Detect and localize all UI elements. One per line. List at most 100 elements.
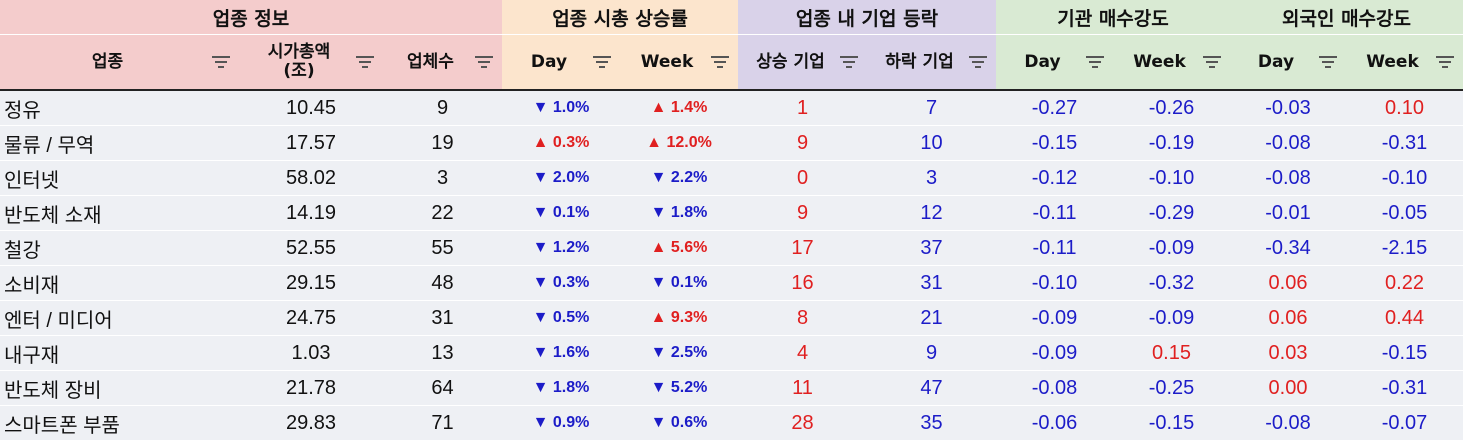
sector-name-cell: 물류 / 무역	[0, 125, 239, 161]
col-market-cap-label: 시가총액 (조)	[268, 43, 331, 81]
frgn-day-strength-cell: -0.08	[1230, 160, 1346, 196]
frgn-week-strength-cell: 0.44	[1346, 300, 1463, 336]
table-row[interactable]: 정유 10.45 9 ▼ 1.0% ▲ 1.4% 1 7 -0.27 -0.26 -0.03 0.1…	[0, 90, 1463, 126]
company-count-cell: 71	[383, 405, 502, 441]
table-row[interactable]: 반도체 소재 14.19 22 ▼ 0.1% ▼ 1.8% 9 12 -0.11 -0.29 -0…	[0, 195, 1463, 231]
table-row[interactable]: 물류 / 무역 17.57 19 ▲ 0.3% ▲ 12.0% 9 10 -0.15 -0.19…	[0, 125, 1463, 161]
frgn-week-strength-cell: -0.10	[1346, 160, 1463, 196]
falling-count-cell: 47	[867, 370, 996, 406]
cap-week-change-cell: ▼ 2.5%	[620, 335, 738, 371]
frgn-day-strength-cell: 0.06	[1230, 265, 1346, 301]
header-text: 시가총액	[267, 42, 331, 62]
sector-name-cell: 철강	[0, 230, 239, 266]
inst-day-strength-cell: -0.27	[996, 90, 1113, 126]
market-cap-cell: 14.19	[239, 195, 383, 231]
cap-day-change-cell: ▼ 1.8%	[502, 370, 620, 406]
table-row[interactable]: 철강 52.55 55 ▼ 1.2% ▲ 5.6% 17 37 -0.11 -0.09 -0.34…	[0, 230, 1463, 266]
cap-day-change-cell: ▼ 0.1%	[502, 195, 620, 231]
cap-week-change-cell: ▼ 5.2%	[620, 370, 738, 406]
column-header-row: 업종 시가총액 (조) 업체수 Day Week 상승 기업 하락 기업 Day Week Day W…	[0, 34, 1463, 91]
table-row[interactable]: 스마트폰 부품 29.83 71 ▼ 0.9% ▼ 0.6% 28 35 -0.06 -0.15…	[0, 405, 1463, 441]
table-row[interactable]: 반도체 장비 21.78 64 ▼ 1.8% ▼ 5.2% 11 47 -0.08 -0.25 0…	[0, 370, 1463, 406]
company-count-cell: 31	[383, 300, 502, 336]
filter-icon[interactable]	[1085, 55, 1105, 69]
sector-name-cell: 반도체 장비	[0, 370, 239, 406]
filter-icon[interactable]	[592, 55, 612, 69]
cap-day-change-cell: ▼ 0.9%	[502, 405, 620, 441]
market-cap-cell: 24.75	[239, 300, 383, 336]
table-row[interactable]: 소비재 29.15 48 ▼ 0.3% ▼ 0.1% 16 31 -0.10 -0.32 0.06…	[0, 265, 1463, 301]
filter-icon[interactable]	[839, 55, 859, 69]
table-row[interactable]: 엔터 / 미디어 24.75 31 ▼ 0.5% ▲ 9.3% 8 21 -0.09 -0.09…	[0, 300, 1463, 336]
rising-count-cell: 11	[738, 370, 867, 406]
table-body: 정유 10.45 9 ▼ 1.0% ▲ 1.4% 1 7 -0.27 -0.26 -0.03 0.1…	[0, 90, 1463, 441]
col-falling-header: 하락 기업	[867, 34, 996, 91]
sector-name-cell: 반도체 소재	[0, 195, 239, 231]
col-cap-week-header: Week	[620, 34, 738, 91]
cap-week-change-cell: ▼ 0.6%	[620, 405, 738, 441]
filter-icon[interactable]	[211, 55, 231, 69]
col-frgn-day-header: Day	[1230, 34, 1346, 91]
cap-day-change-cell: ▲ 0.3%	[502, 125, 620, 161]
cap-week-change-cell: ▼ 2.2%	[620, 160, 738, 196]
header-text: Day	[530, 51, 568, 72]
filter-icon[interactable]	[474, 55, 494, 69]
group-sector-info: 업종 정보	[0, 0, 502, 35]
table-row[interactable]: 내구재 1.03 13 ▼ 1.6% ▼ 2.5% 4 9 -0.09 0.15 0.03 -0.1…	[0, 335, 1463, 371]
cap-week-change-cell: ▲ 5.6%	[620, 230, 738, 266]
sector-name-cell: 엔터 / 미디어	[0, 300, 239, 336]
frgn-day-strength-cell: 0.06	[1230, 300, 1346, 336]
frgn-day-strength-cell: 0.00	[1230, 370, 1346, 406]
frgn-week-strength-cell: -0.31	[1346, 125, 1463, 161]
col-frgn-week-label: Week	[1366, 51, 1419, 72]
company-count-cell: 64	[383, 370, 502, 406]
group-company-updown: 업종 내 기업 등락	[738, 0, 996, 35]
header-text: Day	[1024, 51, 1061, 72]
sector-name-cell: 정유	[0, 90, 239, 126]
inst-week-strength-cell: -0.25	[1113, 370, 1230, 406]
header-text: Week	[1133, 51, 1186, 72]
market-cap-cell: 58.02	[239, 160, 383, 196]
col-cap-week-label: Week	[641, 52, 694, 72]
header-text: Week	[1366, 51, 1419, 72]
filter-icon[interactable]	[1318, 55, 1338, 69]
sector-name-cell: 스마트폰 부품	[0, 405, 239, 441]
falling-count-cell: 37	[867, 230, 996, 266]
cap-week-change-cell: ▲ 12.0%	[620, 125, 738, 161]
falling-count-cell: 3	[867, 160, 996, 196]
inst-day-strength-cell: -0.08	[996, 370, 1113, 406]
company-count-cell: 19	[383, 125, 502, 161]
filter-icon[interactable]	[710, 55, 730, 69]
company-count-cell: 9	[383, 90, 502, 126]
col-rising-header: 상승 기업	[738, 34, 867, 91]
col-cap-day-header: Day	[502, 34, 620, 91]
col-market-cap-header: 시가총액 (조)	[239, 34, 383, 91]
header-text: 하락 기업	[885, 51, 954, 72]
cap-day-change-cell: ▼ 1.0%	[502, 90, 620, 126]
filter-icon[interactable]	[355, 55, 375, 69]
frgn-day-strength-cell: -0.08	[1230, 125, 1346, 161]
rising-count-cell: 28	[738, 405, 867, 441]
filter-icon[interactable]	[1435, 55, 1455, 69]
col-frgn-week-header: Week	[1346, 34, 1463, 91]
frgn-week-strength-cell: -0.31	[1346, 370, 1463, 406]
col-company-count-label: 업체수	[407, 52, 454, 72]
inst-week-strength-cell: -0.19	[1113, 125, 1230, 161]
market-cap-cell: 29.83	[239, 405, 383, 441]
table-row[interactable]: 인터넷 58.02 3 ▼ 2.0% ▼ 2.2% 0 3 -0.12 -0.10 -0.08 -0…	[0, 160, 1463, 196]
filter-icon[interactable]	[1202, 55, 1222, 69]
col-company-count-header: 업체수	[383, 34, 502, 91]
falling-count-cell: 10	[867, 125, 996, 161]
falling-count-cell: 21	[867, 300, 996, 336]
header-text: 상승 기업	[756, 51, 825, 72]
inst-week-strength-cell: -0.09	[1113, 230, 1230, 266]
cap-week-change-cell: ▲ 9.3%	[620, 300, 738, 336]
frgn-week-strength-cell: -0.15	[1346, 335, 1463, 371]
market-cap-cell: 21.78	[239, 370, 383, 406]
market-cap-cell: 10.45	[239, 90, 383, 126]
cap-day-change-cell: ▼ 0.5%	[502, 300, 620, 336]
header-subtext: (조)	[283, 61, 315, 81]
col-inst-week-header: Week	[1113, 34, 1230, 91]
filter-icon[interactable]	[968, 55, 988, 69]
